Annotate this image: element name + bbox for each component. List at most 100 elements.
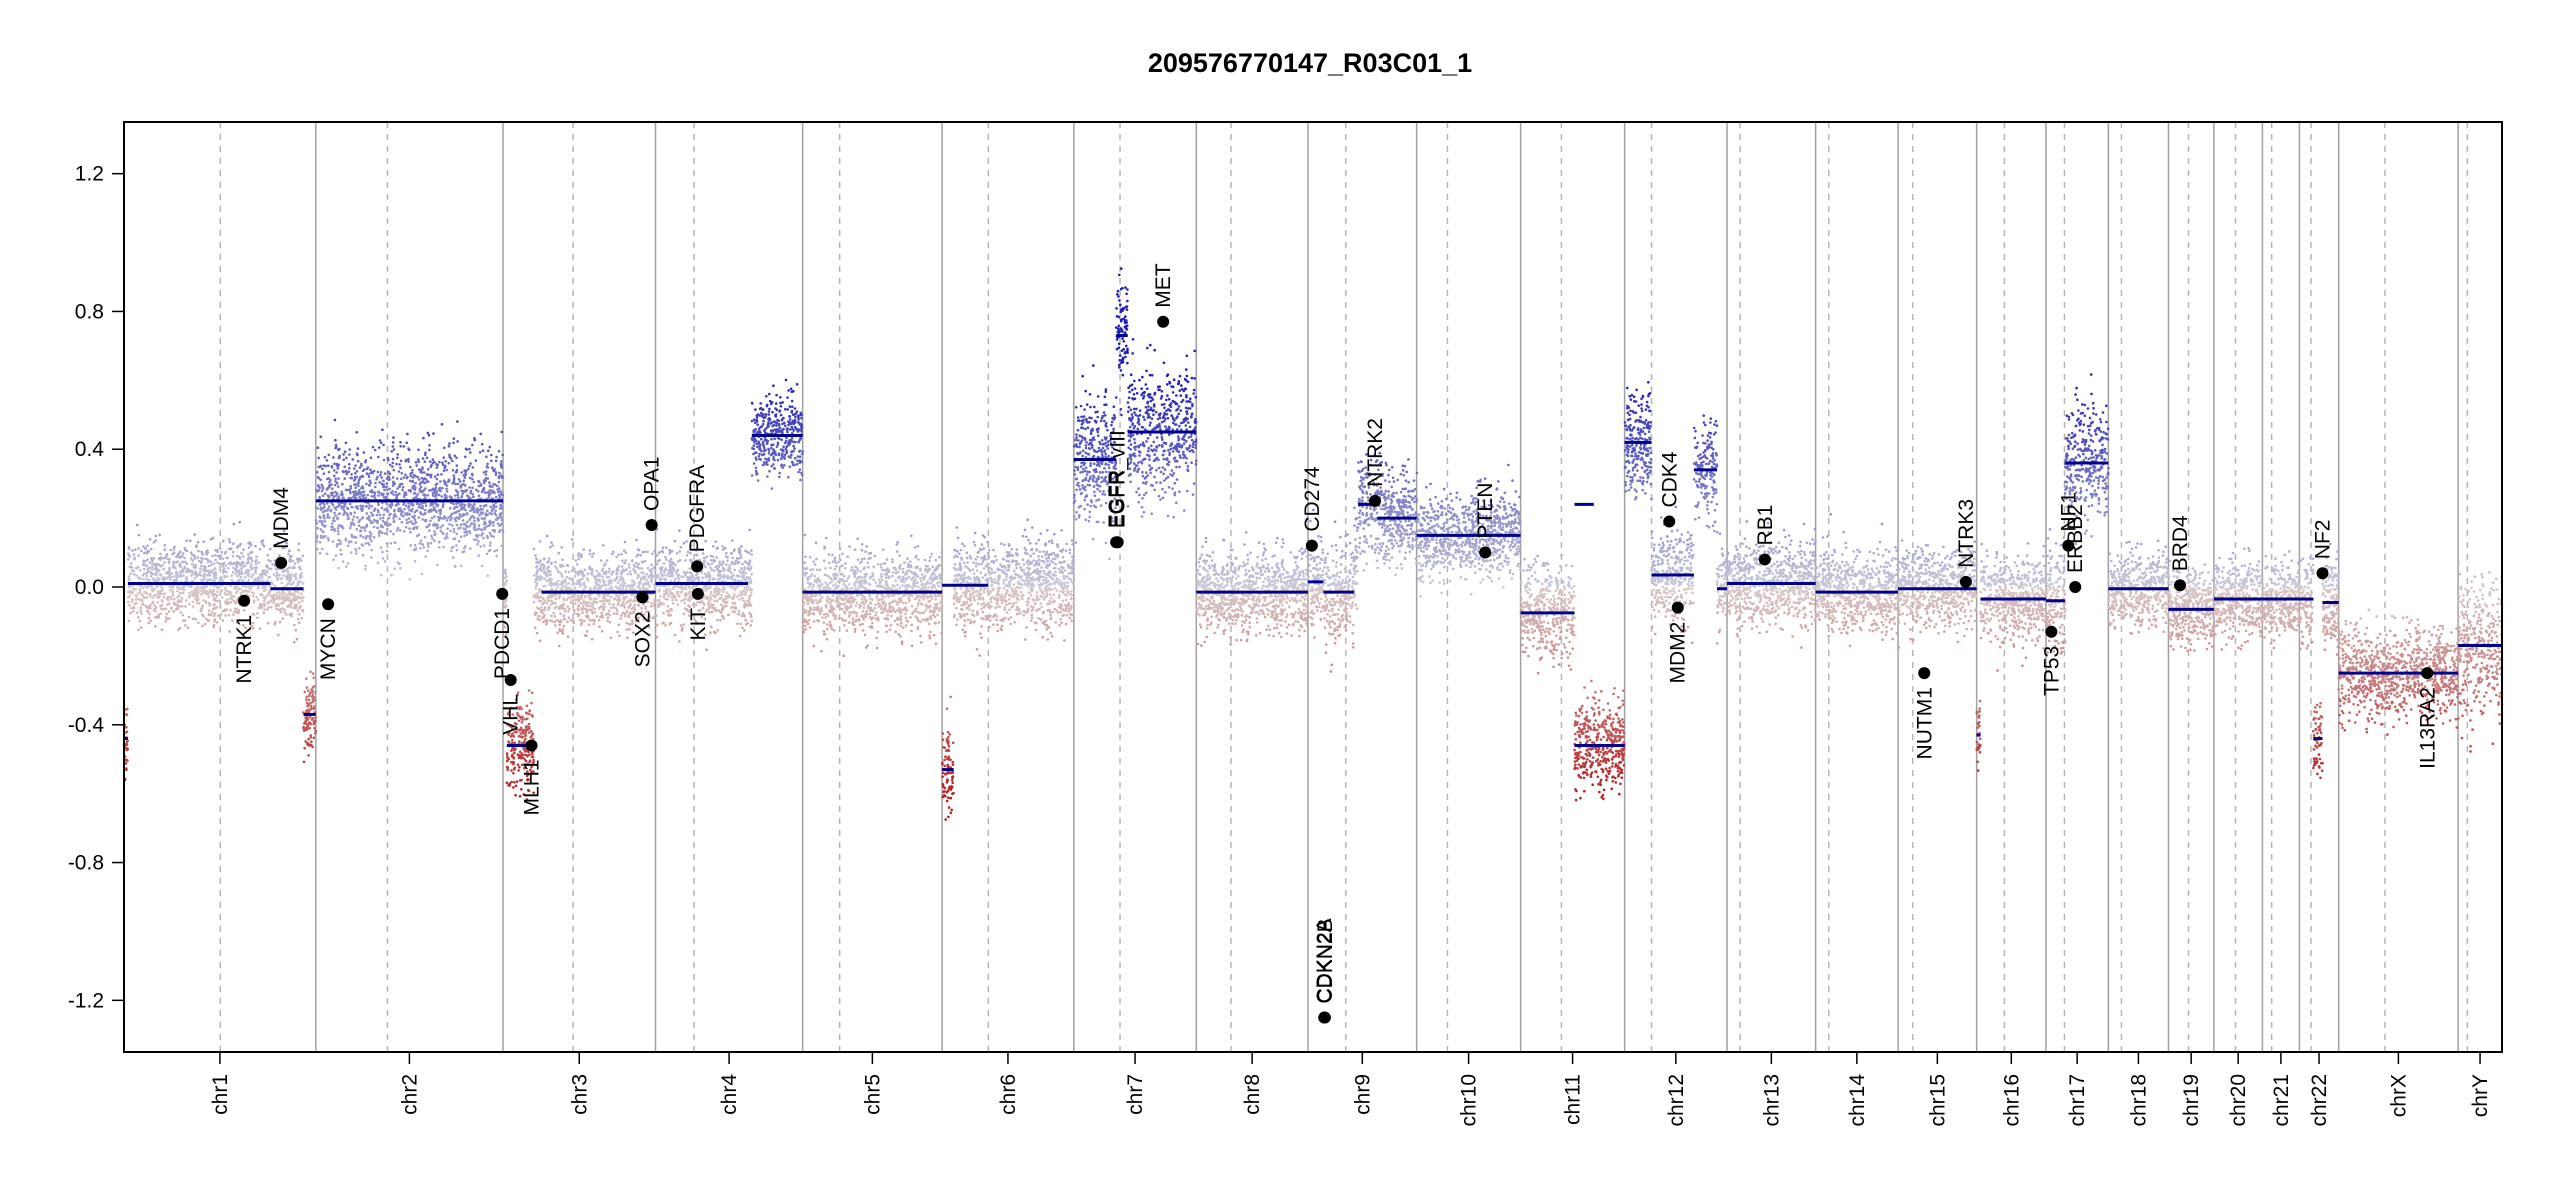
probe-point	[178, 555, 181, 559]
probe-point	[462, 522, 466, 526]
probe-point	[558, 595, 562, 598]
probe-point	[290, 614, 293, 618]
probe-point	[455, 502, 458, 506]
probe-point	[349, 524, 353, 527]
probe-point	[226, 593, 229, 596]
probe-point	[322, 464, 326, 467]
probe-point	[590, 567, 594, 571]
probe-point	[157, 615, 161, 619]
probe-point	[482, 481, 486, 485]
probe-point	[441, 524, 444, 527]
probe-point	[323, 503, 326, 506]
probe-point	[579, 569, 583, 573]
probe-point	[431, 493, 435, 497]
probe-point	[574, 559, 578, 562]
probe-point	[128, 578, 131, 582]
probe-point	[160, 607, 163, 611]
probe-point	[717, 565, 721, 569]
probe-point	[489, 541, 492, 544]
probe-point	[168, 558, 171, 561]
probe-point	[624, 559, 627, 562]
probe-point	[149, 575, 153, 578]
probe-point	[300, 616, 304, 620]
probe-point	[801, 450, 804, 453]
probe-point	[390, 491, 393, 495]
probe-point	[492, 483, 495, 486]
probe-point	[316, 475, 320, 479]
probe-point	[173, 578, 176, 582]
probe-point	[710, 625, 713, 629]
probe-point	[373, 448, 377, 452]
probe-point	[283, 592, 287, 596]
probe-point	[405, 521, 409, 525]
probe-point	[789, 387, 793, 391]
probe-point	[626, 636, 629, 640]
probe-point	[616, 594, 620, 598]
probe-point	[601, 575, 604, 578]
probe-point	[592, 622, 596, 626]
probe-point	[162, 608, 165, 611]
probe-point	[554, 560, 557, 564]
probe-point	[230, 578, 234, 582]
probe-point	[250, 560, 254, 563]
probe-point	[208, 603, 211, 607]
probe-point	[488, 520, 491, 524]
probe-point	[758, 452, 761, 456]
probe-point	[427, 480, 430, 483]
probe-point	[316, 446, 320, 450]
probe-point	[155, 573, 158, 577]
probe-point	[226, 598, 229, 601]
probe-point	[320, 489, 324, 493]
probe-point	[344, 511, 347, 515]
probe-point	[210, 578, 213, 582]
probe-point	[547, 579, 551, 582]
probe-point	[442, 545, 445, 549]
probe-point	[667, 610, 671, 613]
probe-point	[178, 626, 182, 630]
probe-point	[429, 465, 433, 469]
probe-point	[774, 407, 777, 410]
probe-point	[741, 562, 744, 566]
probe-point	[478, 508, 481, 512]
probe-point	[237, 569, 240, 572]
probe-point	[623, 606, 626, 609]
probe-point	[147, 616, 151, 620]
probe-point	[608, 567, 611, 571]
probe-point	[370, 556, 373, 559]
probe-point	[619, 575, 622, 579]
probe-point	[278, 620, 282, 624]
probe-point	[572, 619, 575, 623]
probe-point	[451, 469, 455, 472]
probe-point	[575, 582, 579, 585]
probe-point	[467, 495, 470, 498]
probe-point	[396, 502, 400, 505]
probe-point	[200, 592, 204, 596]
probe-point	[630, 559, 634, 562]
probe-point	[163, 561, 166, 564]
probe-point	[601, 599, 605, 603]
probe-point	[767, 413, 771, 416]
probe-point	[563, 578, 567, 582]
probe-point	[504, 571, 507, 574]
probe-point	[211, 568, 215, 572]
probe-point	[377, 534, 381, 537]
probe-point	[395, 529, 399, 532]
probe-point	[625, 621, 629, 625]
probe-point	[147, 621, 151, 625]
probe-point	[710, 603, 713, 606]
probe-point	[322, 514, 326, 517]
probe-point	[181, 570, 185, 574]
probe-point	[386, 510, 390, 513]
probe-point	[736, 595, 739, 598]
probe-point	[174, 566, 177, 570]
probe-point	[152, 541, 156, 544]
probe-point	[480, 442, 484, 446]
probe-point	[472, 480, 476, 484]
probe-point	[368, 504, 371, 507]
probe-point	[430, 473, 433, 477]
probe-point	[355, 527, 359, 531]
probe-point	[635, 564, 639, 568]
probe-point	[219, 612, 223, 616]
probe-point	[407, 457, 410, 461]
probe-point	[353, 475, 357, 479]
